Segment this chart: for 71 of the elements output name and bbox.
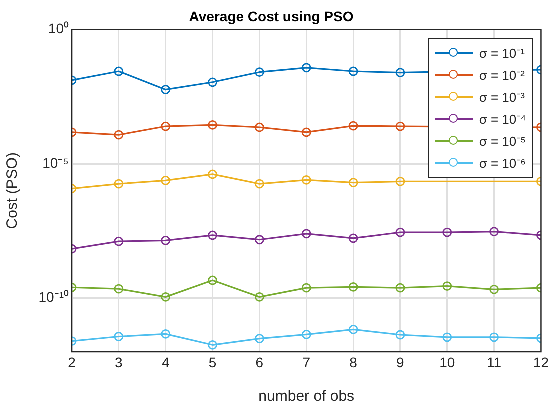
legend-label: σ = 10⁻⁵ bbox=[479, 132, 526, 150]
y-tick-label: 10⁻¹⁰ bbox=[38, 289, 69, 306]
point bbox=[161, 292, 171, 302]
point bbox=[348, 282, 358, 292]
legend-label: σ = 10⁻¹ bbox=[479, 44, 525, 62]
point bbox=[208, 120, 218, 130]
point bbox=[161, 176, 171, 186]
point bbox=[254, 334, 264, 344]
x-tick-label: 4 bbox=[162, 354, 170, 370]
point bbox=[348, 324, 358, 334]
point bbox=[442, 282, 452, 291]
x-tick-label: 7 bbox=[302, 354, 311, 370]
point bbox=[396, 68, 406, 78]
point bbox=[254, 122, 264, 132]
x-tick-label: 12 bbox=[533, 354, 550, 370]
legend-label: σ = 10⁻² bbox=[479, 66, 525, 84]
point bbox=[254, 235, 264, 245]
point bbox=[396, 177, 406, 186]
point bbox=[396, 330, 406, 340]
chart-title: Average Cost using PSO bbox=[189, 8, 354, 24]
point bbox=[442, 332, 452, 342]
point bbox=[490, 332, 499, 342]
point bbox=[348, 121, 358, 131]
x-tick-label: 3 bbox=[115, 354, 124, 370]
point bbox=[208, 340, 218, 350]
x-tick-label: 9 bbox=[396, 354, 405, 370]
point bbox=[302, 176, 312, 185]
point bbox=[490, 284, 499, 294]
y-tick-label: 10⁰ bbox=[48, 20, 69, 37]
point bbox=[302, 229, 312, 239]
x-tick-label: 2 bbox=[68, 354, 76, 370]
point bbox=[254, 68, 264, 78]
point bbox=[114, 332, 124, 342]
point bbox=[208, 230, 218, 240]
point bbox=[254, 292, 264, 302]
point bbox=[396, 228, 406, 238]
point bbox=[114, 130, 124, 140]
legend-label: σ = 10⁻⁶ bbox=[479, 154, 526, 172]
point bbox=[114, 284, 124, 294]
point bbox=[442, 228, 452, 238]
point bbox=[161, 236, 171, 246]
x-axis-title: number of obs bbox=[258, 388, 355, 406]
point bbox=[348, 178, 358, 188]
y-axis-title: Cost (PSO) bbox=[4, 152, 22, 230]
x-tick-label: 6 bbox=[256, 354, 264, 370]
point bbox=[208, 276, 218, 286]
x-tick-label: 10 bbox=[440, 354, 456, 370]
point bbox=[114, 236, 124, 246]
point bbox=[490, 227, 499, 236]
point bbox=[348, 66, 358, 76]
x-tick-label: 8 bbox=[350, 354, 358, 370]
point bbox=[302, 330, 312, 340]
x-tick-label: 5 bbox=[208, 354, 217, 370]
point bbox=[161, 122, 171, 132]
point bbox=[114, 66, 124, 76]
point bbox=[161, 330, 171, 339]
point bbox=[302, 63, 312, 73]
point bbox=[396, 122, 406, 132]
point bbox=[396, 283, 406, 293]
point bbox=[208, 170, 218, 180]
point bbox=[348, 234, 358, 244]
legend-label: σ = 10⁻³ bbox=[479, 88, 525, 106]
point bbox=[208, 78, 218, 88]
point bbox=[302, 128, 312, 138]
point bbox=[114, 179, 124, 189]
x-tick-label: 11 bbox=[487, 354, 502, 370]
point bbox=[302, 283, 312, 293]
y-tick-label: 10⁻⁵ bbox=[42, 154, 69, 171]
point bbox=[254, 179, 264, 189]
legend-label: σ = 10⁻⁴ bbox=[479, 110, 526, 128]
point bbox=[161, 85, 171, 95]
